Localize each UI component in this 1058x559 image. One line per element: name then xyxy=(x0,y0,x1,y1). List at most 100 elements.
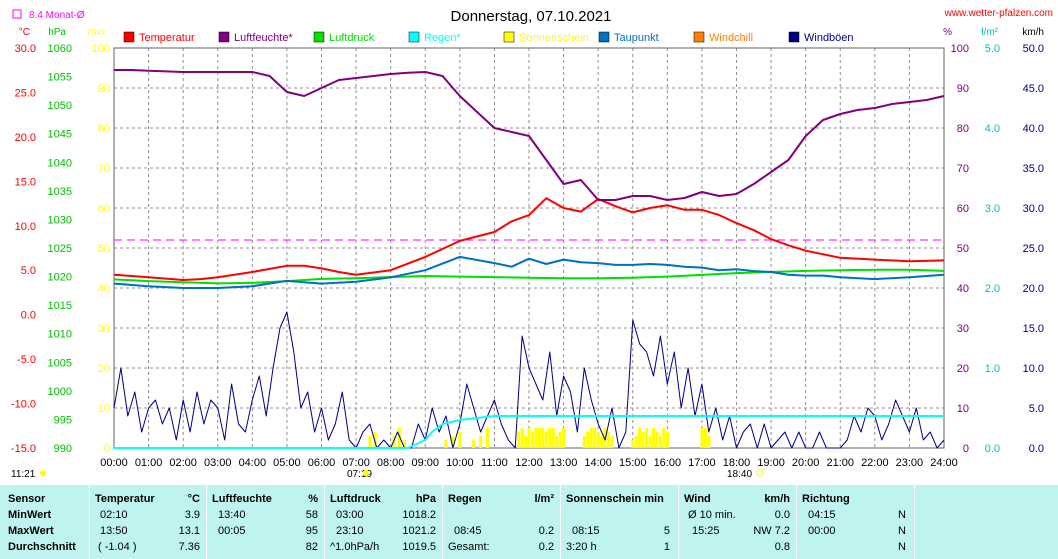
legend-label-4: Sonnenschein xyxy=(519,32,589,44)
sunshine-bar-9 xyxy=(479,436,483,448)
temp-unit: °C xyxy=(19,27,30,38)
min-hum-time: 13:40 xyxy=(218,509,246,521)
wind-unit: km/h xyxy=(1022,27,1044,38)
sunshine-bar-38 xyxy=(645,428,649,448)
max-press-time: 23:10 xyxy=(336,525,364,537)
sunshine-bar-41 xyxy=(655,432,659,448)
time-tick-17: 17:00 xyxy=(688,457,716,469)
sunshine-bar-36 xyxy=(638,428,642,448)
sunshine-bar-10 xyxy=(486,428,489,448)
sunshine-bar-46 xyxy=(703,428,707,448)
header-wind-unit: km/h xyxy=(764,493,790,505)
sunshine-bar-15 xyxy=(530,432,534,448)
percent-tick-1: 90 xyxy=(957,83,969,95)
temp-tick-9: -15.0 xyxy=(11,443,36,455)
series-windb-en xyxy=(113,311,945,449)
header-humidity: Luftfeuchte xyxy=(212,493,272,505)
sunshine-bar-24 xyxy=(562,428,566,448)
avg-press-value: 1019.5 xyxy=(402,541,436,553)
temp-tick-4: 10.0 xyxy=(15,221,36,233)
chart-legend: Temperatur Luftfeuchte* Luftdruck Regen* Son… xyxy=(123,31,854,44)
percent-tick-10: 0 xyxy=(963,443,969,455)
total-rain-label: Gesamt: xyxy=(448,541,490,553)
percent-tick-9: 10 xyxy=(957,403,969,415)
site-url[interactable]: www.wetter-pfalzen.com xyxy=(944,8,1053,19)
legend-label-2: Luftdruck xyxy=(329,32,375,44)
max-temp-time: 13:50 xyxy=(100,525,128,537)
wind-tick-5: 25.0 xyxy=(1023,243,1044,255)
max-hum-value: 95 xyxy=(305,525,318,537)
max-dir-time: 00:00 xyxy=(808,525,836,537)
pressure-tick-0: 1060 xyxy=(48,43,72,55)
wind-tick-3: 35.0 xyxy=(1023,163,1044,175)
sunshine-bar-34 xyxy=(631,440,635,448)
sunshine-bar-5 xyxy=(444,440,448,448)
temp-tick-8: -10.0 xyxy=(11,399,36,411)
series-luftdruck xyxy=(113,268,945,285)
pressure-tick-13: 995 xyxy=(54,414,72,426)
percent-tick-3: 70 xyxy=(957,163,969,175)
min-temp-value: 3.9 xyxy=(184,509,200,521)
sunset-time: 18:40 xyxy=(727,469,752,480)
percent-tick-5: 50 xyxy=(957,243,969,255)
chart-title: Donnerstag, 07.10.2021 xyxy=(451,8,612,25)
max-sun-time: 08:15 xyxy=(572,525,600,537)
sunshine-bar-0 xyxy=(368,436,372,448)
sunshine-bar-25 xyxy=(582,436,586,448)
series-taupunkt xyxy=(113,255,945,289)
time-tick-24: 24:00 xyxy=(930,457,958,469)
sunshine-bar-28 xyxy=(593,428,597,448)
pressure-tick-10: 1010 xyxy=(48,329,72,341)
wind-tick-1: 45.0 xyxy=(1023,83,1044,95)
legend-label-5: Taupunkt xyxy=(614,32,659,44)
min-dir-time: 04:15 xyxy=(808,509,836,521)
max-wind-time: 15:25 xyxy=(692,525,720,537)
min-dir-value: N xyxy=(898,509,906,521)
minutes-tick-3: 70 xyxy=(98,163,110,175)
avg-temp-trend: ( -1.04 ) xyxy=(98,541,137,553)
min-press-time: 03:00 xyxy=(336,509,364,521)
sunshine-bar-33 xyxy=(610,436,614,448)
rain-tick-1: 4.0 xyxy=(985,123,1000,135)
sunshine-bar-23 xyxy=(558,432,562,448)
series-regen xyxy=(114,415,944,449)
time-tick-20: 20:00 xyxy=(792,457,820,469)
rain-tick-2: 3.0 xyxy=(985,203,1000,215)
header-temp-unit: °C xyxy=(187,493,200,505)
time-tick-15: 15:00 xyxy=(619,457,647,469)
sunshine-bar-2 xyxy=(392,436,396,448)
sunset-icon xyxy=(756,469,764,477)
legend-label-3: Regen* xyxy=(424,32,461,44)
minutes-tick-4: 60 xyxy=(98,203,110,215)
sunshine-bar-18 xyxy=(541,428,545,448)
pressure-tick-12: 1000 xyxy=(48,386,72,398)
percent-unit: % xyxy=(943,27,952,38)
time-tick-3: 03:00 xyxy=(204,457,232,469)
sunshine-bar-26 xyxy=(586,432,590,448)
series-luftfeuchte xyxy=(114,69,945,201)
percent-tick-2: 80 xyxy=(957,123,969,135)
sunshine-bar-45 xyxy=(700,428,704,448)
header-rain: Regen xyxy=(448,493,482,505)
minutes-tick-8: 20 xyxy=(98,363,110,375)
sunshine-bar-42 xyxy=(658,436,662,448)
percent-tick-8: 20 xyxy=(957,363,969,375)
pressure-tick-8: 1020 xyxy=(48,272,72,284)
temp-tick-3: 15.0 xyxy=(15,176,36,188)
max-wind-value: NW 7.2 xyxy=(753,525,790,537)
sunshine-bar-4 xyxy=(403,440,406,448)
time-tick-23: 23:00 xyxy=(896,457,924,469)
sunshine-bar-1 xyxy=(373,432,377,448)
sunshine-bar-12 xyxy=(520,428,524,448)
sunshine-bar-39 xyxy=(648,436,652,448)
sunshine-bar-8 xyxy=(472,440,476,448)
sunshine-bar-32 xyxy=(607,432,611,448)
legend-swatch-0 xyxy=(123,31,135,43)
time-tick-0: 00:00 xyxy=(100,457,128,469)
pressure-tick-3: 1045 xyxy=(48,129,72,141)
total-sun-hours: 3:20 h xyxy=(566,541,597,553)
rain-tick-0: 5.0 xyxy=(985,43,1000,55)
row-max-label: MaxWert xyxy=(8,525,54,537)
rain-tick-4: 1.0 xyxy=(985,363,1000,375)
header-temp: Temperatur xyxy=(95,493,155,505)
